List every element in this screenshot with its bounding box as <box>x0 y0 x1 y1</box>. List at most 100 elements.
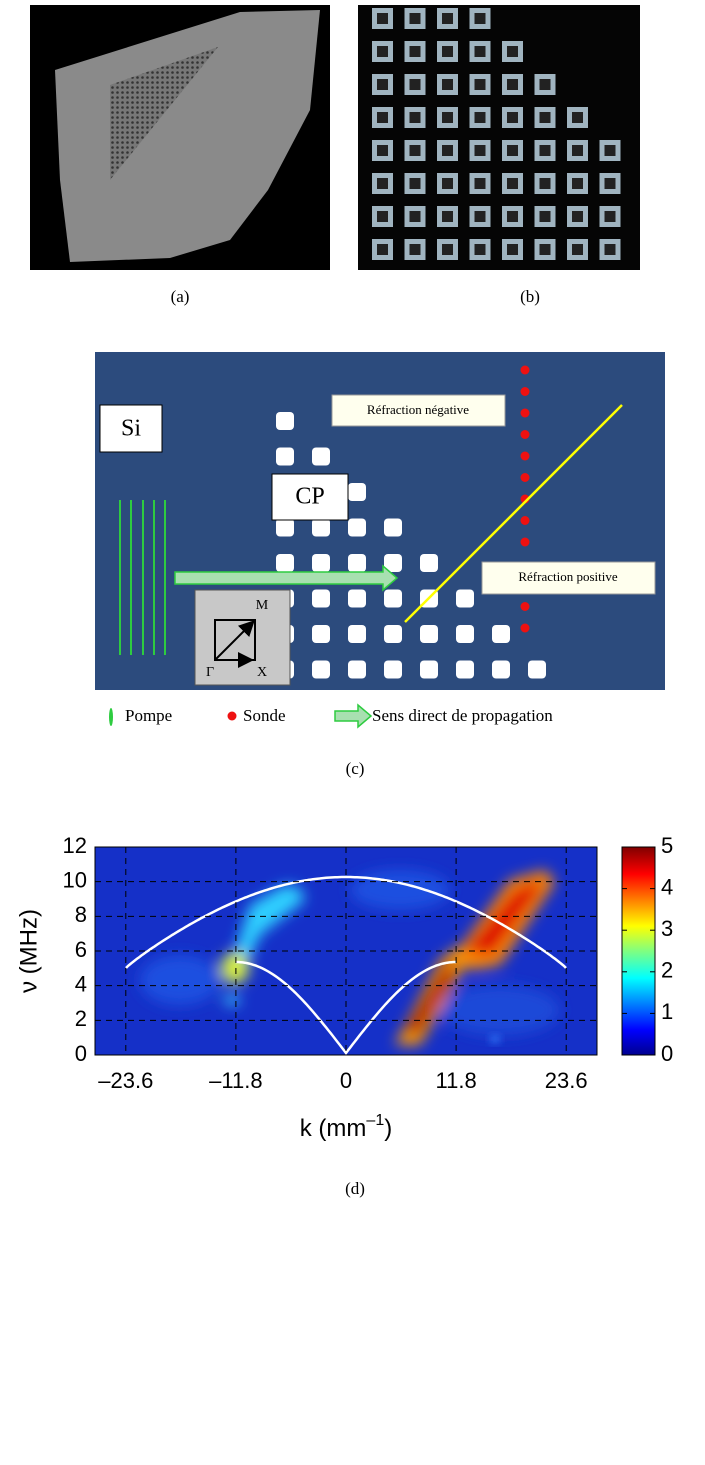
photo-cell <box>377 211 388 222</box>
colorbar-tick-label: 5 <box>661 833 673 858</box>
photo-cell <box>539 244 551 255</box>
photo-cell <box>572 178 583 189</box>
colorbar-tick-label: 2 <box>661 958 673 983</box>
photo-b <box>358 5 640 270</box>
lattice-cell <box>312 554 330 572</box>
legend-label: Pompe <box>125 706 172 725</box>
photo-cell <box>474 244 486 255</box>
caption: (d) <box>345 1179 365 1198</box>
lattice-cell <box>420 660 438 679</box>
lattice-cell <box>348 554 366 572</box>
photo-cell <box>442 79 453 90</box>
photo-cell <box>474 145 486 156</box>
lattice-cell <box>312 518 330 537</box>
photo-cell <box>377 13 388 24</box>
photo-cell <box>572 244 583 255</box>
photo-cell <box>409 112 421 123</box>
region-label: Si <box>121 416 141 442</box>
photo-cell <box>539 211 551 222</box>
lattice-cell <box>492 625 510 643</box>
photo-cell <box>377 46 388 57</box>
probe-dot <box>520 623 530 633</box>
lattice-cell <box>384 518 402 537</box>
legend-label: Sonde <box>243 706 286 725</box>
lattice-cell <box>312 589 330 608</box>
x-tick-label: –11.8 <box>209 1068 262 1093</box>
probe-dot <box>520 473 530 482</box>
x-tick-label: 11.8 <box>436 1068 477 1093</box>
photo-cell <box>507 79 518 90</box>
axes: k (mm–1) ν (MHz) –23.6 –11.8 0 11.8 23.6 0 2 4 6… <box>15 833 673 1143</box>
lattice-cell <box>384 660 402 679</box>
region-label: Réfraction positive <box>518 569 618 584</box>
photo-cell <box>474 178 486 189</box>
lattice-cell <box>492 660 510 679</box>
probe-dot <box>520 451 530 461</box>
symmetry-label: M <box>256 598 269 613</box>
y-tick-label: 12 <box>63 833 87 858</box>
lattice-cell <box>276 447 294 466</box>
photo-cell <box>474 13 486 24</box>
photo-cell <box>507 178 518 189</box>
photo-cell <box>572 112 583 123</box>
lattice-cell <box>348 483 366 501</box>
photo-cell <box>377 244 388 255</box>
lattice-cell <box>312 625 330 643</box>
photo-cell <box>604 145 616 156</box>
x-tick-label: 23.6 <box>545 1068 588 1093</box>
photo-cell <box>604 244 616 255</box>
symmetry-label: Γ <box>206 665 214 680</box>
lattice-cell <box>384 625 402 643</box>
photo-cell <box>409 178 421 189</box>
photo-cell <box>377 178 388 189</box>
photo-cell <box>539 112 551 123</box>
probe-dot <box>520 516 530 525</box>
lattice-cell <box>456 660 474 679</box>
x-tick-label: 0 <box>340 1068 352 1093</box>
colorbar-tick-label: 3 <box>661 916 673 941</box>
photo-cell <box>442 112 453 123</box>
photo-cell <box>442 244 453 255</box>
colorbar <box>621 846 656 1056</box>
probe-dot <box>520 537 530 547</box>
probe-dot <box>520 387 530 396</box>
photo-cell <box>474 46 486 57</box>
photo-cell <box>442 145 453 156</box>
lattice-cell <box>528 660 546 679</box>
lattice-cell <box>348 660 366 679</box>
probe-dot <box>520 408 530 418</box>
lattice-cell <box>384 554 402 572</box>
photo-cell <box>539 79 551 90</box>
photo-cell <box>507 211 518 222</box>
photo-cell <box>377 112 388 123</box>
lattice-cell <box>384 589 402 608</box>
photo-cell <box>507 112 518 123</box>
y-tick-label: 2 <box>75 1006 87 1031</box>
y-tick-label: 6 <box>75 937 87 962</box>
y-tick-label: 8 <box>75 902 87 927</box>
x-tick-label: –23.6 <box>98 1068 153 1093</box>
diagram: M Γ X Si CP Réfraction négative Réfracti… <box>95 352 665 729</box>
lattice-cell <box>348 518 366 537</box>
photo-cell <box>377 145 388 156</box>
lattice-cell <box>276 554 294 572</box>
lattice-cell <box>348 625 366 643</box>
lattice-cell <box>420 625 438 643</box>
lattice-cell <box>276 412 294 430</box>
photo-cell <box>409 244 421 255</box>
photo-cell <box>409 145 421 156</box>
colorbar-tick-label: 1 <box>661 999 673 1024</box>
photo-cell <box>474 79 486 90</box>
photo-cell <box>604 178 616 189</box>
photo-cell <box>442 13 453 24</box>
region-label: Réfraction négative <box>367 402 469 417</box>
photo-cell <box>539 178 551 189</box>
caption: (b) <box>520 287 540 306</box>
region-label: CP <box>295 484 324 510</box>
y-tick-label: 4 <box>75 971 87 996</box>
photo-cell <box>572 145 583 156</box>
colorbar-tick-label: 0 <box>661 1041 673 1066</box>
lattice-cell <box>420 554 438 572</box>
probe-dot <box>520 365 530 375</box>
photo-cell <box>507 244 518 255</box>
